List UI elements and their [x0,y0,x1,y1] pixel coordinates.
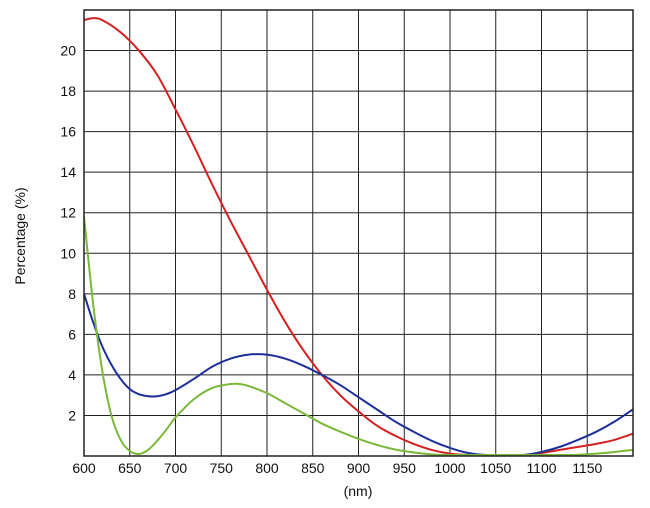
x-tick-label: 700 [164,460,188,476]
y-tick-label: 2 [68,407,76,423]
x-tick-label: 1100 [526,460,556,476]
x-tick-label: 750 [210,460,234,476]
y-tick-label: 4 [68,367,76,383]
y-tick-label: 14 [60,164,76,180]
x-tick-label: 600 [72,460,96,476]
x-tick-labels: 600 650 700 750 800 850 900 950 1000 1050 1100 1150 [72,460,602,476]
x-tick-label: 1050 [480,460,511,476]
x-tick-label: 1000 [434,460,465,476]
y-tick-labels: 2 4 6 8 10 12 14 16 18 20 [60,43,76,424]
y-axis-label: Percentage (%) [12,187,28,284]
x-tick-label: 900 [347,460,371,476]
y-tick-label: 8 [68,286,76,302]
x-tick-label: 1150 [572,460,602,476]
y-tick-label: 20 [60,43,76,59]
y-tick-label: 18 [60,83,76,99]
plot-frame [83,9,634,457]
x-tick-label: 950 [393,460,417,476]
x-tick-label: 800 [255,460,279,476]
x-tick-label: 850 [301,460,325,476]
y-tick-label: 16 [60,124,76,140]
y-tick-label: 12 [60,205,76,221]
grid [83,10,633,456]
x-axis-label: (nm) [344,483,373,499]
x-tick-label: 650 [118,460,142,476]
series-line-green [83,216,634,457]
y-tick-label: 10 [60,245,76,261]
series-layer [83,17,634,457]
y-tick-label: 6 [68,326,76,342]
